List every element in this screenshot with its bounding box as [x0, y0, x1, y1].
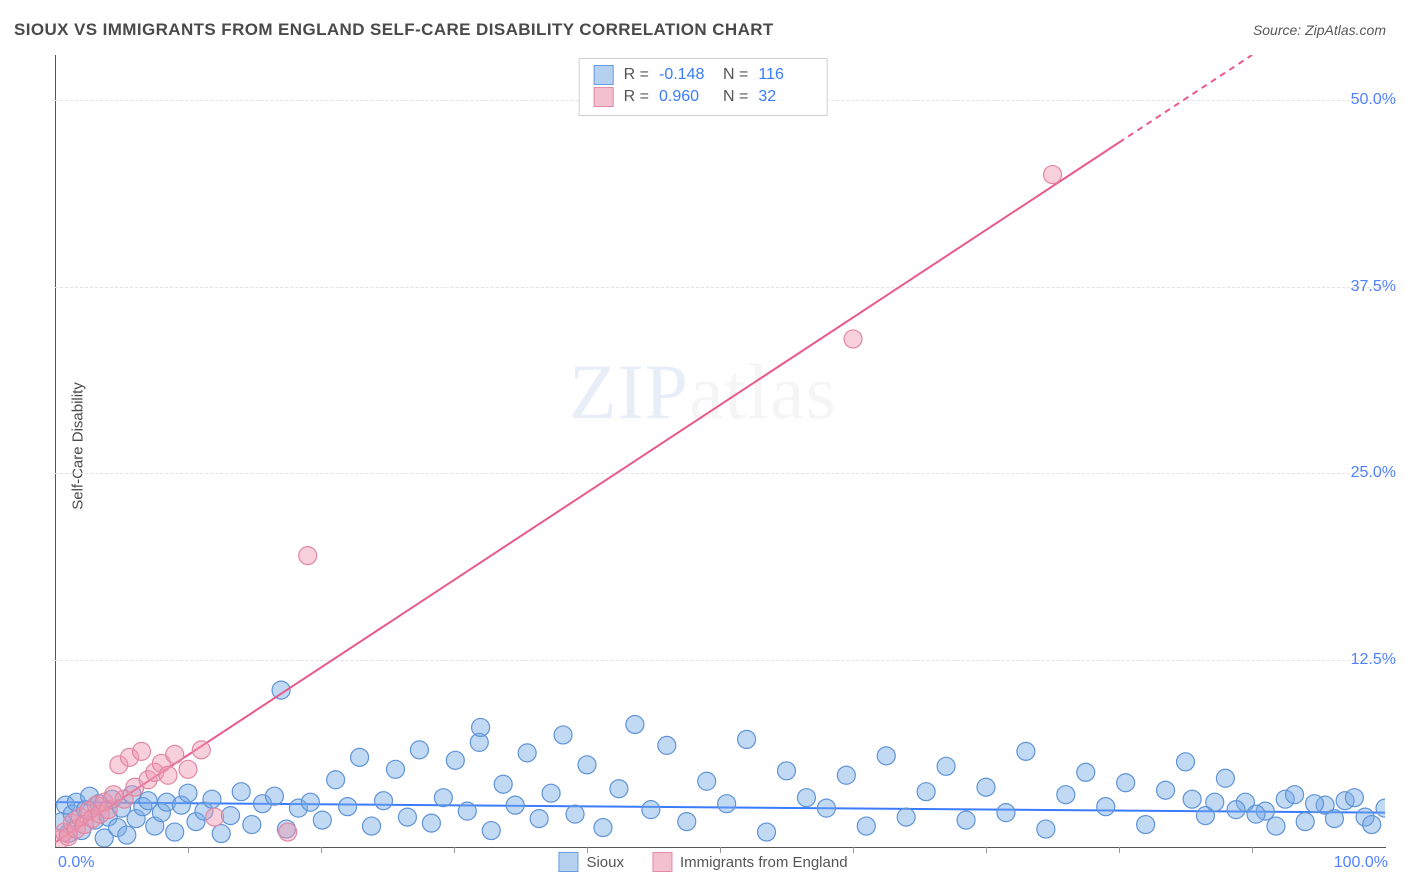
x-tick-left: 0.0%	[58, 854, 94, 872]
chart-svg	[55, 55, 1385, 847]
n-value: 116	[758, 66, 812, 84]
source-attribution: Source: ZipAtlas.com	[1253, 22, 1386, 38]
legend-stats-row: R = -0.148 N = 116	[594, 65, 813, 85]
legend-series: Sioux Immigrants from England	[558, 852, 847, 872]
x-minor-tick	[853, 847, 854, 853]
r-value: -0.148	[659, 66, 713, 84]
legend-stats-row: R = 0.960 N = 32	[594, 87, 813, 107]
legend-stats: R = -0.148 N = 116 R = 0.960 N = 32	[579, 58, 828, 116]
r-label: R =	[624, 88, 649, 106]
legend-swatch	[594, 65, 614, 85]
legend-label: Sioux	[586, 854, 624, 871]
r-label: R =	[624, 66, 649, 84]
chart-container: SIOUX VS IMMIGRANTS FROM ENGLAND SELF-CA…	[0, 0, 1406, 892]
n-label: N =	[723, 88, 748, 106]
legend-item: Sioux	[558, 852, 624, 872]
x-minor-tick	[1252, 847, 1253, 853]
x-minor-tick	[986, 847, 987, 853]
legend-swatch	[652, 852, 672, 872]
legend-label: Immigrants from England	[680, 854, 848, 871]
x-minor-tick	[1119, 847, 1120, 853]
n-label: N =	[723, 66, 748, 84]
x-minor-tick	[454, 847, 455, 853]
n-value: 32	[758, 88, 812, 106]
r-value: 0.960	[659, 88, 713, 106]
legend-swatch	[594, 87, 614, 107]
legend-swatch	[558, 852, 578, 872]
legend-item: Immigrants from England	[652, 852, 848, 872]
chart-title: SIOUX VS IMMIGRANTS FROM ENGLAND SELF-CA…	[14, 20, 774, 40]
x-minor-tick	[321, 847, 322, 853]
x-minor-tick	[188, 847, 189, 853]
source-name: ZipAtlas.com	[1305, 22, 1386, 38]
x-tick-right: 100.0%	[1334, 854, 1388, 872]
source-prefix: Source:	[1253, 22, 1305, 38]
